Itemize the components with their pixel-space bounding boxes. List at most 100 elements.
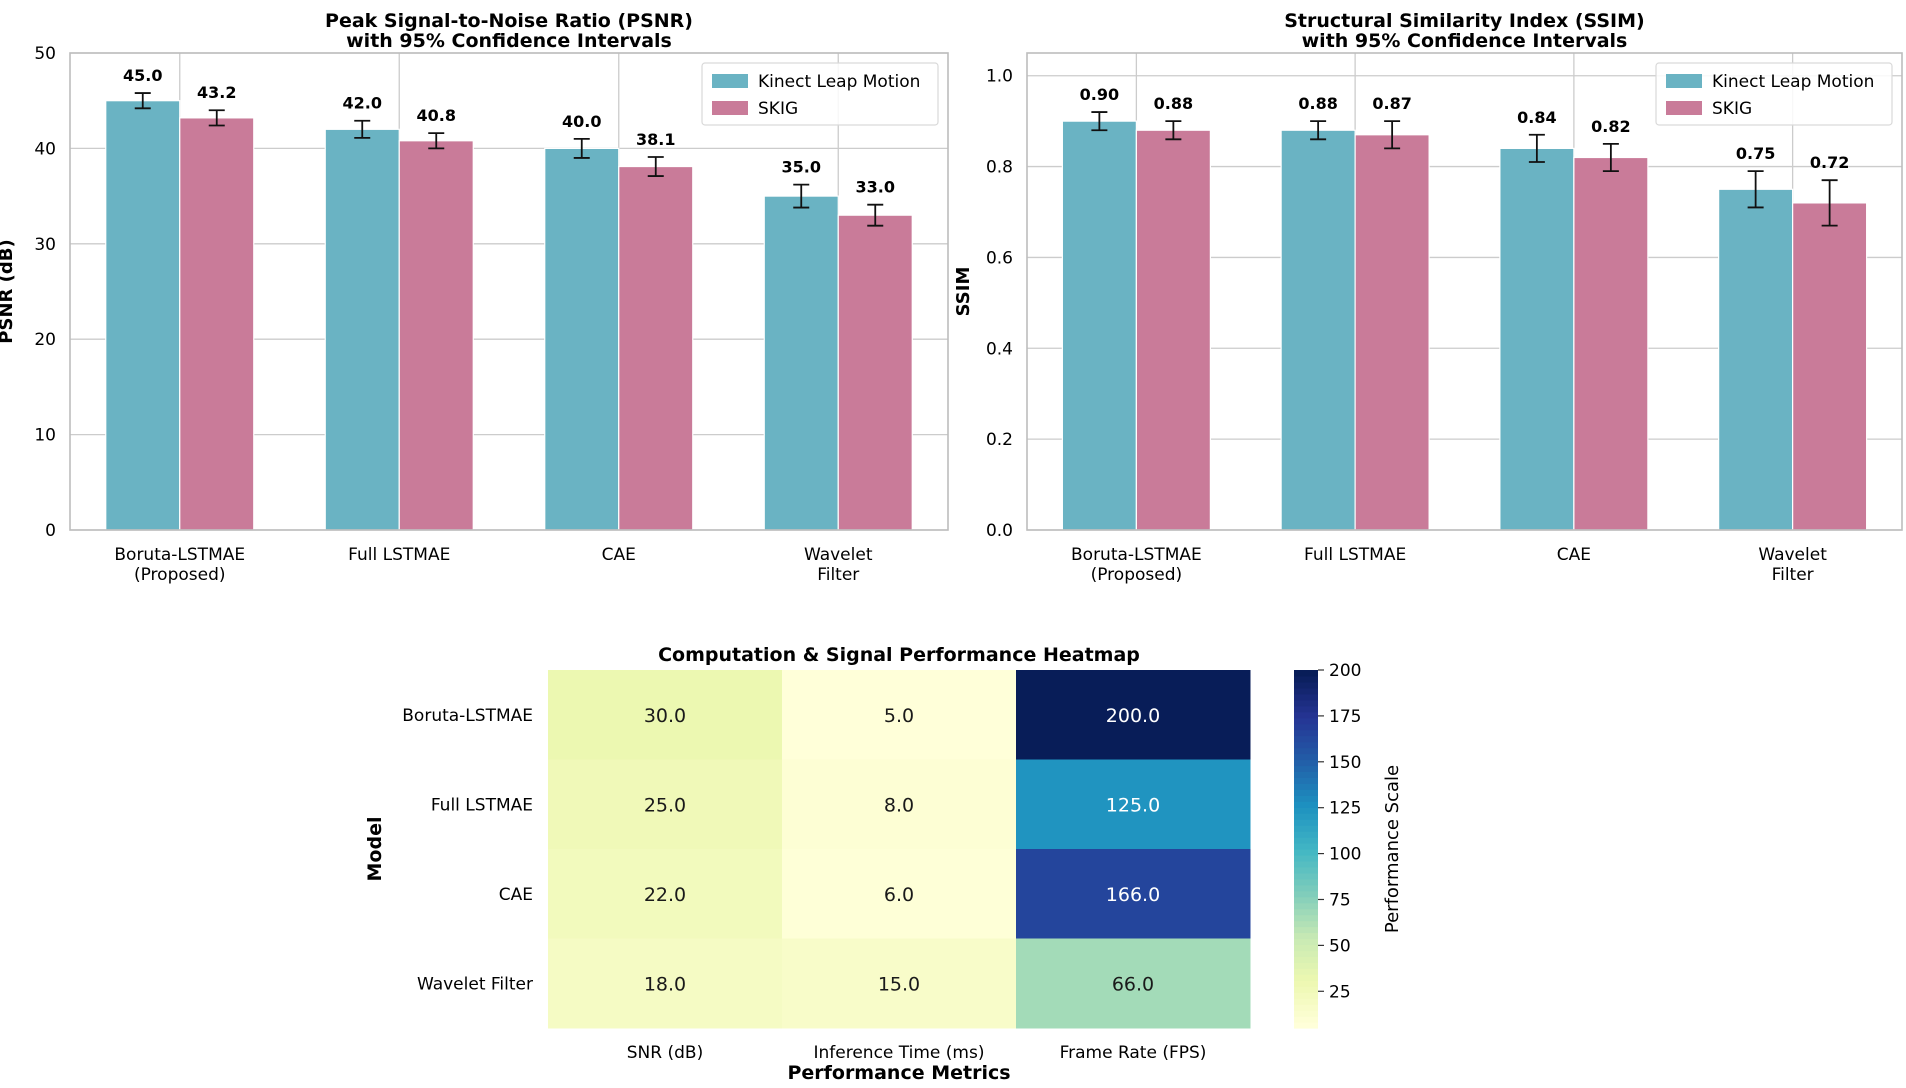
chart-title-line-1: Structural Similarity Index (SSIM) — [1284, 10, 1644, 32]
bar-kinect — [324, 128, 400, 531]
data-label: 45.0 — [123, 66, 162, 85]
heatmap-cell-value: 25.0 — [644, 794, 686, 816]
plot-frame — [69, 52, 949, 531]
legend-box — [701, 62, 939, 126]
bar-skig — [1573, 156, 1649, 531]
colorbar-segment — [1294, 687, 1318, 695]
data-label: 0.82 — [1591, 117, 1630, 136]
colorbar-segment — [1294, 1022, 1318, 1029]
heatmap-cell — [548, 759, 783, 850]
colorbar-segment — [1294, 765, 1318, 773]
legend-label: Kinect Leap Motion — [758, 72, 920, 92]
heatmap-row-label: CAE — [499, 885, 533, 905]
colorbar-segment — [1294, 854, 1318, 862]
colorbar-segment — [1294, 872, 1318, 880]
data-label: 0.75 — [1736, 144, 1775, 163]
y-tick-label: 1.0 — [986, 67, 1013, 87]
heatmap-cell — [782, 938, 1017, 1029]
heatmap-cell-value: 15.0 — [878, 973, 920, 995]
colorbar-segment — [1294, 705, 1318, 713]
colorbar-segment — [1294, 759, 1318, 767]
heatmap-row-label: Wavelet Filter — [417, 974, 533, 994]
x-tick-label: Boruta-LSTMAE — [1071, 545, 1202, 565]
y-tick-label: 30 — [34, 235, 56, 255]
colorbar-segment — [1294, 717, 1318, 725]
chart-title-line-2: with 95% Confidence Intervals — [1302, 30, 1628, 52]
colorbar-segment — [1294, 866, 1318, 874]
bar-kinect — [105, 100, 181, 531]
colorbar-segment — [1294, 956, 1318, 963]
colorbar-segment — [1294, 920, 1318, 928]
colorbar-segment — [1294, 747, 1318, 755]
heatmap-cell-value: 18.0 — [644, 973, 686, 995]
y-tick-label: 40 — [34, 139, 56, 159]
x-tick-label: Wavelet — [804, 545, 873, 565]
colorbar-segment — [1294, 944, 1318, 952]
colorbar-segment — [1294, 926, 1318, 934]
heatmap-cell — [782, 849, 1017, 939]
colorbar-segment — [1294, 998, 1318, 1005]
data-label: 0.90 — [1080, 85, 1119, 104]
heatmap-cell — [782, 670, 1017, 760]
data-label: 40.8 — [417, 106, 456, 125]
heatmap-cell-value: 6.0 — [884, 884, 914, 906]
colorbar-segment — [1294, 723, 1318, 731]
heatmap-title: Computation & Signal Performance Heatmap — [658, 644, 1140, 666]
colorbar-segment — [1294, 986, 1318, 993]
heatmap-chart: Computation & Signal Performance Heatmap… — [364, 644, 1403, 1084]
plot-frame — [1026, 52, 1903, 531]
heatmap-cell-value: 22.0 — [644, 884, 686, 906]
colorbar-segment — [1294, 801, 1318, 808]
colorbar-segment — [1294, 860, 1318, 868]
heatmap-cell — [782, 759, 1017, 850]
chart-title-line-2: with 95% Confidence Intervals — [346, 30, 672, 52]
data-label: 0.87 — [1372, 94, 1411, 113]
heatmap-cell-value: 8.0 — [884, 794, 914, 816]
colorbar-tick-label: 175 — [1329, 707, 1361, 727]
colorbar-segment — [1294, 974, 1318, 981]
y-tick-label: 50 — [34, 44, 56, 64]
heatmap-cell — [1016, 938, 1251, 1029]
legend-swatch-kinect — [712, 74, 748, 88]
heatmap-cell — [548, 938, 783, 1029]
colorbar-segment — [1294, 980, 1318, 987]
colorbar-segment — [1294, 699, 1318, 707]
x-tick-label: Boruta-LSTMAE — [114, 545, 245, 565]
heatmap-cell — [1016, 849, 1251, 939]
colorbar-segment — [1294, 878, 1318, 886]
colorbar-segment — [1294, 777, 1318, 784]
colorbar-segment — [1294, 837, 1318, 844]
y-tick-label: 0.0 — [986, 521, 1013, 541]
colorbar-segment — [1294, 884, 1318, 892]
bar-kinect — [763, 195, 839, 531]
colorbar-tick-label: 100 — [1329, 845, 1361, 865]
colorbar-segment — [1294, 693, 1318, 701]
heatmap-cell-value: 66.0 — [1112, 973, 1154, 995]
colorbar-label: Performance Scale — [1382, 765, 1403, 933]
y-tick-label: 0 — [45, 521, 56, 541]
colorbar-segment — [1294, 795, 1318, 802]
legend-box — [1655, 62, 1893, 126]
colorbar-segment — [1294, 968, 1318, 975]
bar-kinect — [1718, 188, 1794, 531]
y-tick-label: 20 — [34, 330, 56, 350]
data-label: 43.2 — [197, 83, 236, 102]
x-tick-label: Filter — [1772, 565, 1814, 585]
colorbar-segment — [1294, 711, 1318, 719]
colorbar-tick-label: 200 — [1329, 661, 1361, 681]
x-tick-label: Wavelet — [1758, 545, 1827, 565]
heatmap-column-label: Inference Time (ms) — [814, 1043, 985, 1063]
colorbar-segment — [1294, 938, 1318, 946]
bar-kinect — [544, 147, 620, 531]
data-label: 0.72 — [1810, 153, 1849, 172]
bar-skig — [1792, 202, 1868, 531]
bar-skig — [1354, 134, 1430, 531]
colorbar-segment — [1294, 932, 1318, 940]
heatmap-cell-value: 166.0 — [1106, 884, 1160, 906]
heatmap-y-axis-label: Model — [364, 817, 386, 882]
colorbar-segment — [1294, 819, 1318, 826]
colorbar-segment — [1294, 741, 1318, 749]
colorbar-segment — [1294, 789, 1318, 796]
colorbar-tick-label: 25 — [1329, 982, 1351, 1002]
